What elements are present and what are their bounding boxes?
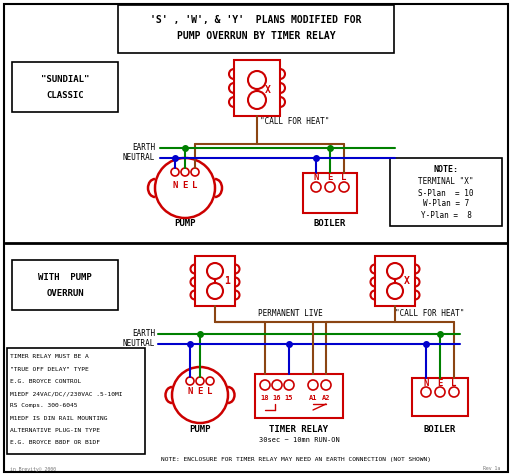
Text: N: N (173, 181, 178, 190)
Text: 1: 1 (224, 276, 230, 286)
Bar (234, 60, 280, 116)
Text: L: L (207, 387, 212, 397)
Text: PUMP OVERRUN BY TIMER RELAY: PUMP OVERRUN BY TIMER RELAY (177, 31, 335, 41)
Text: N: N (187, 387, 193, 397)
Bar (255, 374, 343, 418)
Text: "SUNDIAL": "SUNDIAL" (41, 76, 89, 85)
Text: NEUTRAL: NEUTRAL (123, 153, 155, 162)
Text: EARTH: EARTH (132, 329, 155, 338)
Text: Rev 1a: Rev 1a (483, 466, 500, 472)
Text: RS Comps. 300-6045: RS Comps. 300-6045 (10, 403, 77, 408)
Text: S-Plan  = 10: S-Plan = 10 (418, 188, 474, 198)
Text: EARTH: EARTH (132, 143, 155, 152)
Text: A2: A2 (322, 395, 330, 401)
Text: NOTE:: NOTE: (434, 166, 459, 175)
Text: NOTE: ENCLOSURE FOR TIMER RELAY MAY NEED AN EARTH CONNECTION (NOT SHOWN): NOTE: ENCLOSURE FOR TIMER RELAY MAY NEED… (161, 457, 431, 463)
Text: N: N (423, 378, 429, 387)
Bar (195, 256, 235, 306)
Text: L: L (451, 378, 457, 387)
Text: in Brevity© 2000: in Brevity© 2000 (10, 466, 56, 472)
Text: TIMER RELAY: TIMER RELAY (269, 426, 329, 435)
Text: CLASSIC: CLASSIC (46, 91, 84, 100)
Bar (7, 348, 145, 454)
Text: E.G. BROYCE CONTROL: E.G. BROYCE CONTROL (10, 379, 81, 384)
Bar (118, 5, 394, 53)
Text: E: E (327, 172, 333, 181)
Text: 30sec ~ 10mn RUN-ON: 30sec ~ 10mn RUN-ON (259, 437, 339, 443)
Text: N: N (313, 172, 318, 181)
Text: E: E (437, 378, 443, 387)
Text: 16: 16 (273, 395, 281, 401)
Text: 18: 18 (261, 395, 269, 401)
Text: M1EDF 24VAC/DC//230VAC .5-10MI: M1EDF 24VAC/DC//230VAC .5-10MI (10, 391, 122, 396)
Bar (12, 62, 118, 112)
Text: PUMP: PUMP (189, 426, 211, 435)
Text: M1EDF IS DIN RAIL MOUNTING: M1EDF IS DIN RAIL MOUNTING (10, 416, 108, 420)
Text: "CALL FOR HEAT": "CALL FOR HEAT" (395, 308, 465, 317)
Text: E.G. BROYCE B8DF OR B1DF: E.G. BROYCE B8DF OR B1DF (10, 440, 100, 445)
Text: BOILER: BOILER (424, 426, 456, 435)
Bar (303, 173, 357, 213)
Text: ALTERNATIVE PLUG-IN TYPE: ALTERNATIVE PLUG-IN TYPE (10, 428, 100, 433)
Text: NEUTRAL: NEUTRAL (123, 339, 155, 348)
Bar (12, 260, 118, 310)
Text: 15: 15 (285, 395, 293, 401)
Text: X: X (404, 276, 410, 286)
Text: L: L (193, 181, 198, 190)
Text: L: L (342, 172, 347, 181)
Bar (375, 256, 415, 306)
Text: TIMER RELAY MUST BE A: TIMER RELAY MUST BE A (10, 355, 89, 359)
Text: OVERRUN: OVERRUN (46, 289, 84, 298)
Text: A1: A1 (309, 395, 317, 401)
Text: TERMINAL "X": TERMINAL "X" (418, 178, 474, 187)
Text: E: E (182, 181, 188, 190)
Text: PERMANENT LIVE: PERMANENT LIVE (258, 308, 323, 317)
Text: W-Plan = 7: W-Plan = 7 (423, 199, 469, 208)
Bar (412, 378, 468, 416)
Text: E: E (197, 387, 203, 397)
Text: BOILER: BOILER (314, 218, 346, 228)
Text: 'S' , 'W', & 'Y'  PLANS MODIFIED FOR: 'S' , 'W', & 'Y' PLANS MODIFIED FOR (150, 15, 362, 25)
Text: WITH  PUMP: WITH PUMP (38, 274, 92, 282)
Text: "TRUE OFF DELAY" TYPE: "TRUE OFF DELAY" TYPE (10, 367, 89, 372)
Text: "CALL FOR HEAT": "CALL FOR HEAT" (260, 118, 330, 127)
Text: Y-Plan =  8: Y-Plan = 8 (420, 210, 472, 219)
Text: X: X (265, 85, 271, 95)
Text: PUMP: PUMP (174, 218, 196, 228)
Bar (390, 158, 502, 226)
